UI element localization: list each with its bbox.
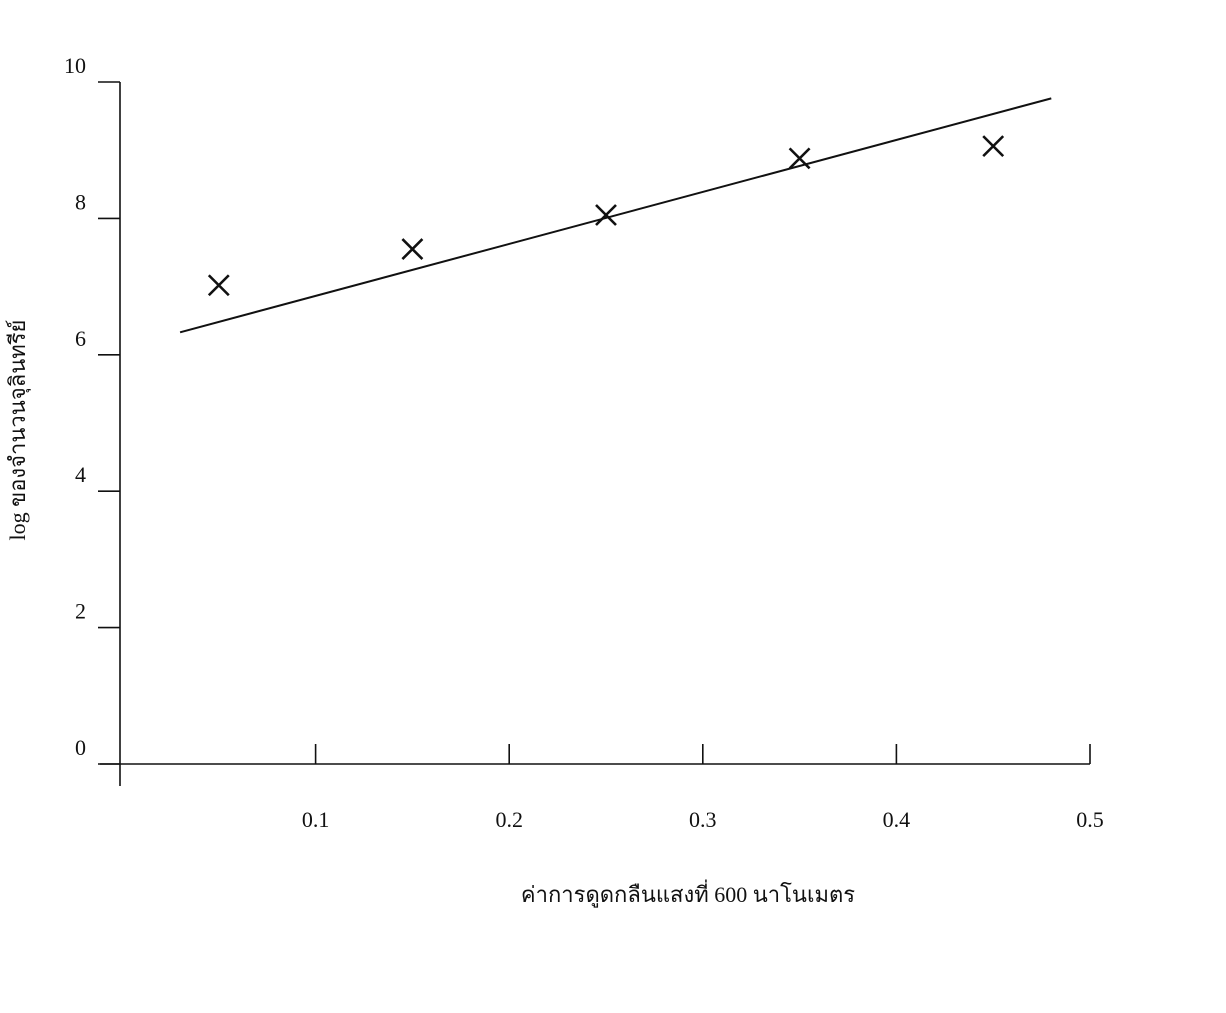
x-tick-label: 0.4 <box>883 807 911 832</box>
y-tick-label: 6 <box>75 326 86 351</box>
y-tick-label: 10 <box>64 53 86 78</box>
y-axis-title: log ของจำนวนจุลินทรีย์ <box>5 320 31 541</box>
x-tick-label: 0.1 <box>302 807 330 832</box>
data-point <box>209 275 229 295</box>
x-tick-label: 0.3 <box>689 807 717 832</box>
data-point <box>402 239 422 259</box>
page: {"chart_data": {"type": "scatter", "x_la… <box>0 0 1226 1013</box>
y-tick-label: 8 <box>75 189 86 214</box>
chart: ค่าการดูดกลืนแสงที่ 600 นาโนเมตร log ของ… <box>0 0 1226 1013</box>
y-tick-label: 2 <box>75 599 86 624</box>
y-tick-label: 4 <box>75 462 86 487</box>
y-tick-label: 0 <box>75 735 86 760</box>
x-tick-label: 0.2 <box>495 807 523 832</box>
x-axis-title: ค่าการดูดกลืนแสงที่ 600 นาโนเมตร <box>521 879 855 908</box>
data-point <box>596 205 616 225</box>
fit-line <box>180 98 1051 332</box>
data-point <box>983 136 1003 156</box>
x-tick-label: 0.5 <box>1076 807 1104 832</box>
